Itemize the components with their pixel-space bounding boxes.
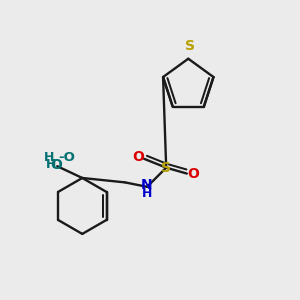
Text: O: O — [51, 158, 62, 172]
Text: S: S — [185, 39, 195, 53]
Text: O: O — [187, 167, 199, 181]
Text: S: S — [161, 161, 171, 175]
Text: N: N — [141, 178, 153, 192]
Text: H: H — [45, 158, 56, 171]
Text: -O: -O — [59, 151, 76, 164]
Text: H: H — [44, 151, 54, 164]
Text: H: H — [142, 187, 152, 200]
Text: O: O — [132, 150, 144, 164]
